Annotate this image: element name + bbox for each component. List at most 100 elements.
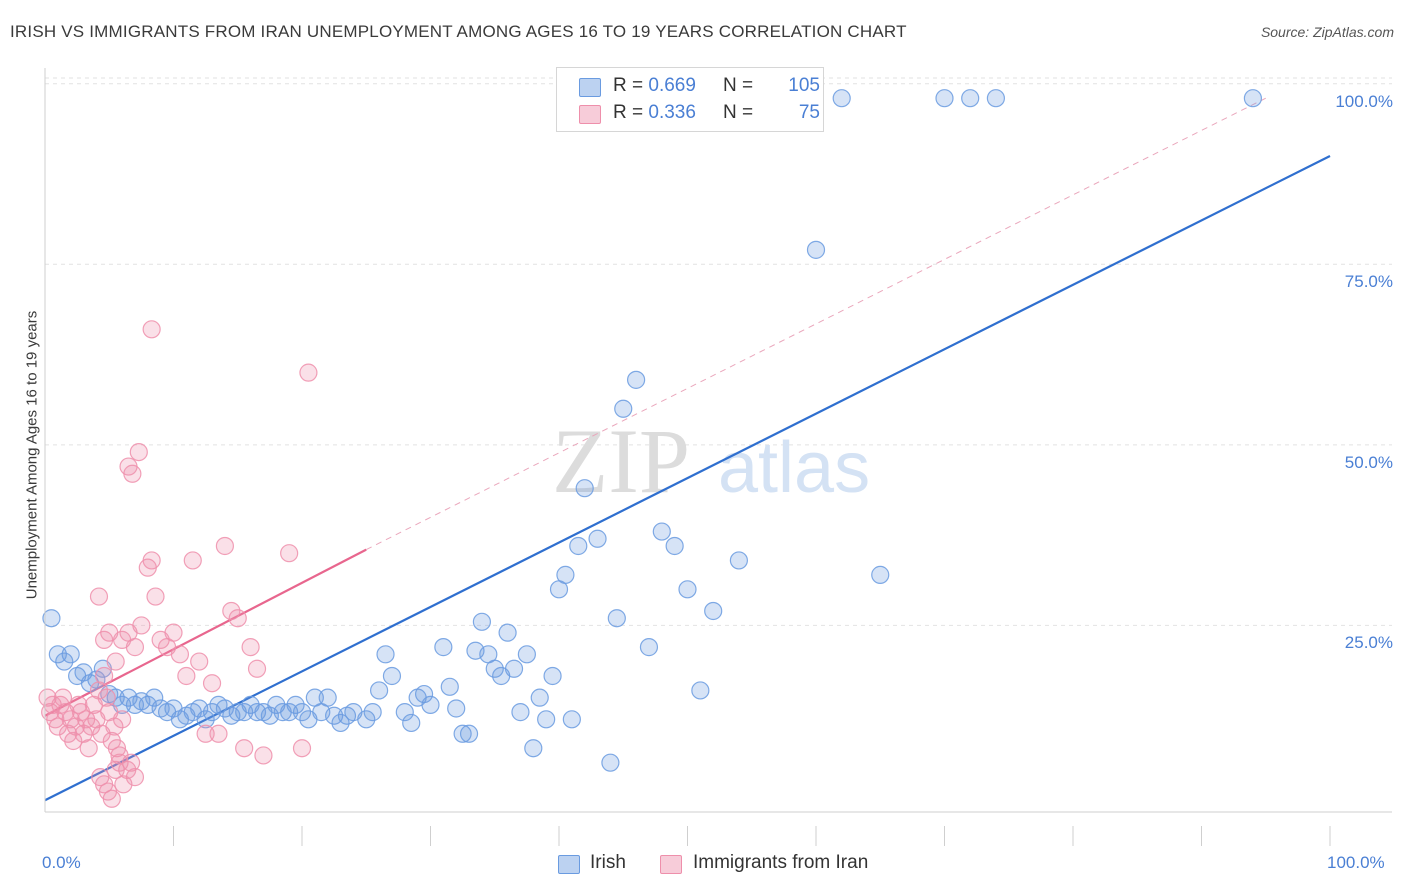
iran-point [254, 746, 273, 765]
legend-swatch-irish [579, 78, 601, 97]
y-tick-label: 100.0% [1335, 91, 1393, 111]
irish-point [569, 536, 588, 556]
iran-point [89, 681, 109, 700]
irish-point [652, 522, 671, 541]
iran-point [177, 666, 196, 686]
iran-point [95, 666, 114, 686]
irish-point [453, 724, 472, 743]
irish-point [395, 703, 414, 722]
legend-swatch-irish [558, 855, 580, 874]
irish-point [48, 645, 67, 664]
irish-point [537, 710, 556, 729]
iran-point [202, 674, 222, 693]
irish-point [1243, 89, 1263, 108]
iran-point [299, 363, 318, 382]
irish-point [588, 529, 607, 548]
irish-point [961, 89, 980, 108]
iran-point [64, 731, 83, 751]
irish-point [280, 703, 299, 722]
irish-point [421, 695, 440, 714]
irish-point [704, 601, 723, 621]
irish-point [986, 89, 1006, 108]
irish-point [607, 609, 626, 628]
irish-point [376, 645, 395, 664]
legend-r-label: R = [613, 75, 649, 96]
watermark-atlas: atlas [718, 428, 870, 508]
iran-point [183, 551, 202, 570]
irish-point [575, 479, 594, 498]
iran-point [121, 753, 141, 772]
iran-point [222, 601, 241, 621]
iran-point [228, 609, 247, 628]
irish-point [363, 703, 382, 722]
grid-lines [45, 77, 1392, 626]
iran-point [132, 616, 151, 635]
iran-point [142, 551, 161, 570]
legend-n-label: N = [723, 75, 754, 96]
irish-point [614, 399, 633, 418]
iran-point [170, 645, 190, 664]
legend-swatch-iran [579, 105, 601, 124]
irish-point [601, 753, 620, 772]
irish-point [286, 695, 305, 714]
irish-point [498, 623, 517, 642]
iran-point [209, 724, 228, 743]
y-tick-label: 50.0% [1344, 452, 1393, 472]
iran-point [66, 717, 85, 736]
x-tick-label: 100.0% [1327, 853, 1385, 872]
irish-point [806, 240, 826, 259]
axes [44, 68, 1392, 846]
iran-point [280, 544, 299, 563]
irish-point [318, 688, 337, 707]
watermark: ZIP atlas [552, 410, 870, 512]
irish-point [678, 580, 697, 599]
iran-point [114, 775, 133, 794]
irish-point [382, 666, 402, 686]
irish-point [504, 659, 524, 678]
iran-point [112, 710, 132, 729]
iran-point [292, 739, 312, 758]
watermark-zip: ZIP [552, 410, 690, 512]
irish-point [511, 703, 530, 722]
irish-point [556, 565, 575, 584]
x-tick-label: 0.0% [42, 853, 81, 872]
irish-point [145, 688, 164, 707]
irish-point [691, 681, 710, 700]
iran-point [106, 652, 125, 671]
legend-n-label: N = [723, 102, 754, 123]
correlation-legend: R = 0.669 N = 105 R = 0.336 N = 75 [556, 67, 824, 132]
iran-point [74, 724, 93, 743]
irish-point [562, 710, 581, 729]
iran-point [241, 638, 260, 657]
iran-point [79, 739, 98, 758]
legend-n-value: 105 [788, 75, 820, 96]
irish-point [935, 89, 954, 108]
legend-swatch-iran [660, 855, 682, 874]
irish-point [331, 713, 350, 733]
irish-point [472, 612, 491, 631]
iran-point [97, 688, 116, 707]
irish-point [434, 638, 453, 657]
y-tick-label: 75.0% [1344, 272, 1393, 292]
irish-point [524, 739, 543, 758]
irish-point [447, 699, 466, 718]
irish-point [42, 609, 61, 628]
iran-point [125, 638, 145, 657]
irish-point [196, 710, 215, 729]
irish-point [357, 710, 376, 729]
legend-label-iran: Immigrants from Iran [693, 852, 869, 873]
iran-point [190, 652, 209, 671]
iran-point [102, 789, 121, 808]
irish-point [414, 684, 434, 704]
iran-point [110, 746, 129, 765]
irish-point [292, 703, 312, 722]
irish-trend-line [44, 154, 1331, 802]
iran-point [215, 536, 234, 556]
legend-label-irish: Irish [590, 852, 626, 873]
irish-point [832, 89, 851, 108]
irish-point [485, 659, 504, 678]
irish-point [871, 565, 890, 584]
iran-point [196, 724, 215, 743]
irish-point [459, 724, 479, 743]
